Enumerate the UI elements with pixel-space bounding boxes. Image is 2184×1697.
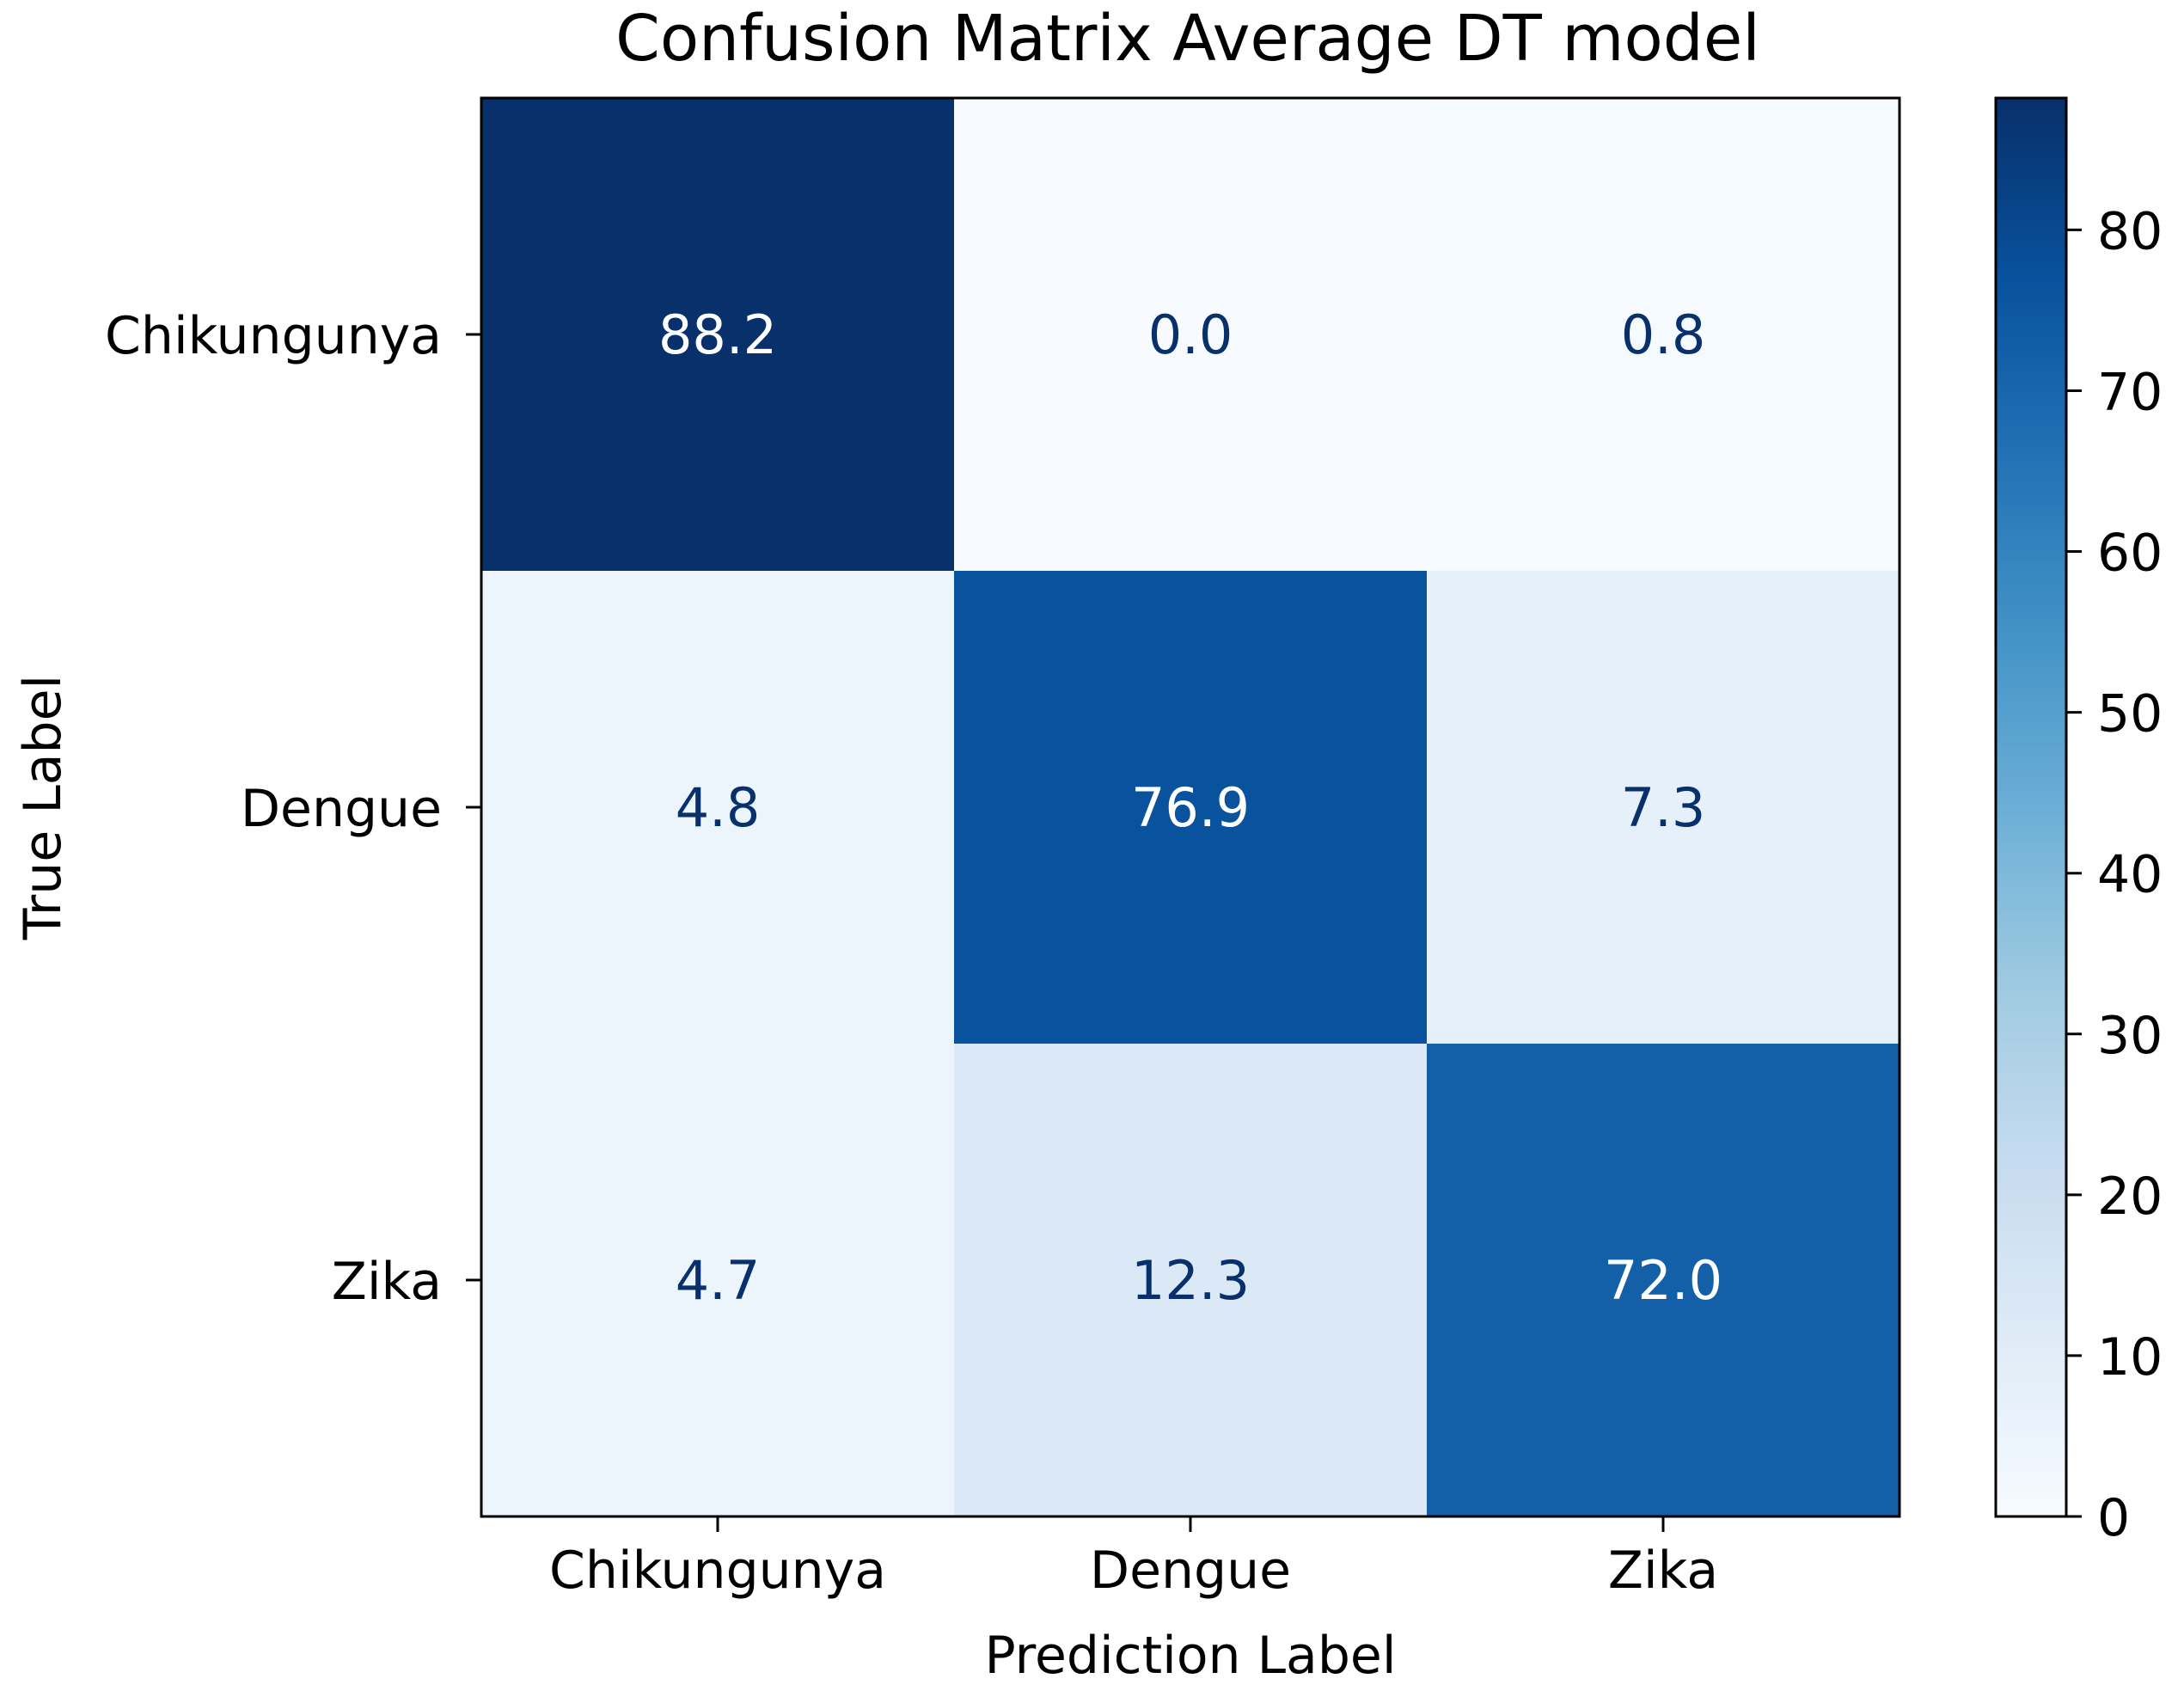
cell-value-label: 76.9 — [1131, 776, 1250, 839]
matrix-cell — [1427, 1044, 1900, 1516]
colorbar-tick-label: 40 — [2097, 845, 2163, 905]
colorbar-tick-label: 60 — [2097, 524, 2163, 584]
colorbar-tick-label: 70 — [2097, 362, 2163, 422]
matrix-cells: 88.2 0.0 0.8 4.8 76.9 7.3 4.7 12.3 72.0 — [481, 98, 1900, 1516]
cell-value-label: 12.3 — [1131, 1249, 1250, 1312]
cell-value-label: 0.0 — [1148, 303, 1233, 366]
matrix-cell — [481, 571, 954, 1044]
matrix-cell — [481, 98, 954, 571]
y-axis-label: True Label — [13, 675, 73, 940]
cell-value-label: 72.0 — [1604, 1249, 1722, 1312]
x-tick-label: Zika — [1608, 1541, 1718, 1601]
x-tick-label: Dengue — [1090, 1541, 1291, 1601]
colorbar-tick-label: 80 — [2097, 201, 2163, 261]
cell-value-label: 7.3 — [1621, 776, 1706, 839]
matrix-cell — [954, 1044, 1427, 1516]
cell-value-label: 4.8 — [676, 776, 761, 839]
cell-value-label: 0.8 — [1621, 303, 1706, 366]
matrix-cell — [1427, 98, 1900, 571]
y-tick-label: Zika — [332, 1252, 442, 1312]
x-axis-ticks: Chikungunya Dengue Zika — [549, 1516, 1718, 1601]
x-axis-label: Prediction Label — [984, 1626, 1396, 1686]
colorbar-tick-label: 10 — [2097, 1327, 2163, 1388]
matrix-cell — [1427, 571, 1900, 1044]
y-axis-ticks: Chikungunya Dengue Zika — [105, 306, 481, 1312]
colorbar-tick-label: 20 — [2097, 1167, 2163, 1227]
colorbar-tick-label: 0 — [2097, 1488, 2130, 1548]
cell-value-label: 4.7 — [676, 1249, 761, 1312]
y-tick-label: Chikungunya — [105, 306, 442, 366]
matrix-cell — [481, 1044, 954, 1516]
matrix-cell — [954, 98, 1427, 571]
colorbar-ticks: 0 10 20 30 40 50 60 70 80 — [2066, 201, 2163, 1548]
colorbar-tick-label: 30 — [2097, 1006, 2163, 1066]
chart-title: Confusion Matrix Average DT model — [615, 2, 1760, 76]
matrix-cell — [954, 571, 1427, 1044]
y-tick-label: Dengue — [241, 779, 442, 839]
x-tick-label: Chikungunya — [549, 1541, 886, 1601]
cell-value-label: 88.2 — [658, 303, 777, 366]
colorbar-tick-label: 50 — [2097, 684, 2163, 744]
colorbar — [1994, 96, 2068, 1518]
